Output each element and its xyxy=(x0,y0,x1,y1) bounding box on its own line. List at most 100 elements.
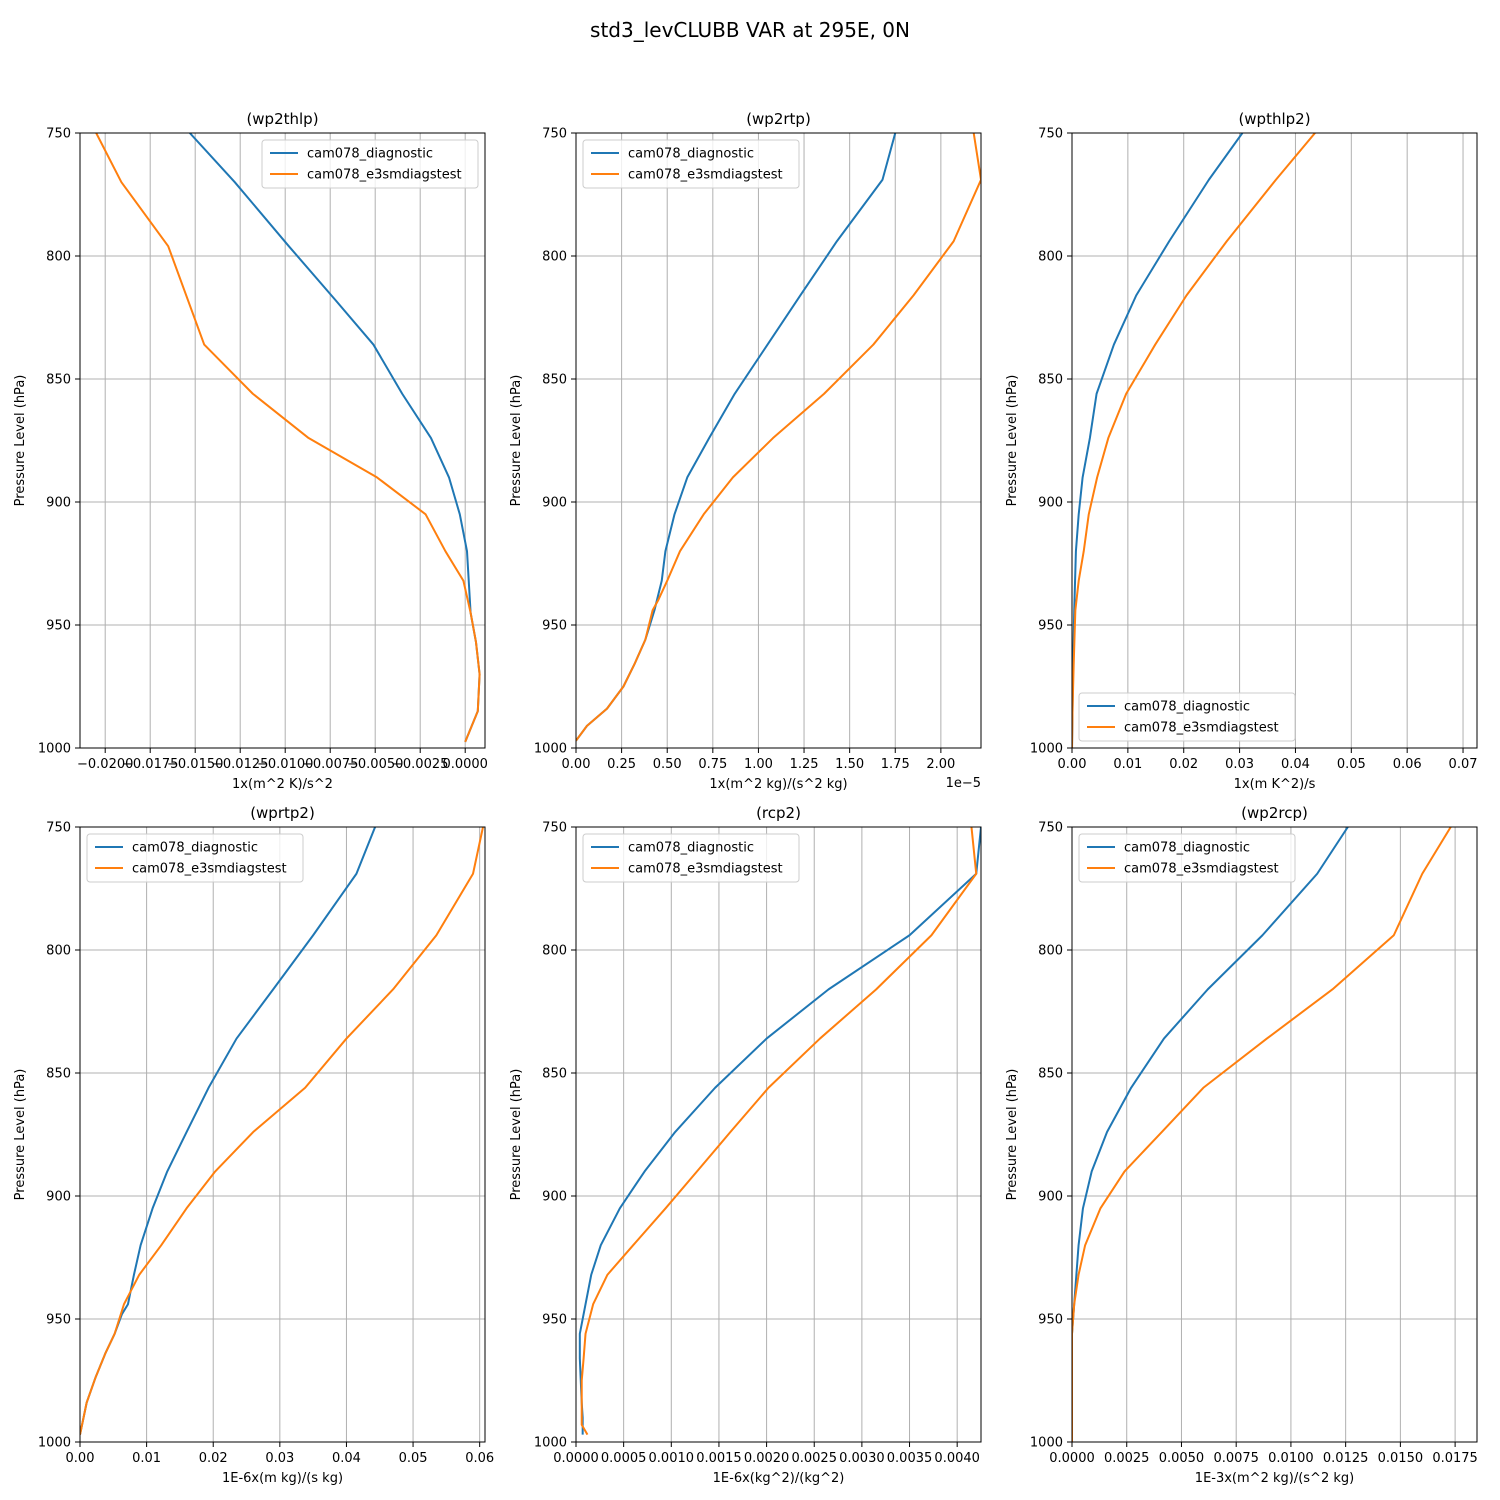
x-tick-label: 0.00 xyxy=(562,757,591,772)
x-tick-label: 0.0150 xyxy=(1378,1451,1424,1466)
x-tick-label: 0.0125 xyxy=(1323,1451,1369,1466)
legend-label: cam078_e3smdiagstest xyxy=(1124,862,1279,877)
legend: cam078_diagnostic cam078_e3smdiagstest xyxy=(1078,692,1296,742)
series-line-cam078_e3smdiagstest xyxy=(1072,827,1452,1442)
y-tick-label: 800 xyxy=(1038,250,1063,265)
x-axis-label: 1E-6x(kg^2)/(kg^2) xyxy=(713,1471,845,1486)
y-tick-label: 850 xyxy=(542,373,567,388)
plot-frame xyxy=(575,132,982,749)
legend: cam078_diagnostic cam078_e3smdiagstest xyxy=(582,139,800,189)
x-tick-label: 0.01 xyxy=(1113,757,1142,772)
chart-panel-3: 0.00 0.01 0.02 0.03 0.04 0.05 0.06 0.07 750 800 85… xyxy=(1005,110,1478,792)
plot-frame xyxy=(1071,826,1478,1443)
y-tick-label: 800 xyxy=(46,944,71,959)
x-tick-label: 0.0100 xyxy=(1268,1451,1314,1466)
x-tick-label: 0.02 xyxy=(1169,757,1198,772)
y-tick-label: 1000 xyxy=(534,742,567,757)
legend-label: cam078_diagnostic xyxy=(307,147,433,162)
y-tick-label: 900 xyxy=(1038,496,1063,511)
x-tick-label: −0.0125 xyxy=(212,757,268,772)
x-tick-label: 1.75 xyxy=(881,757,910,772)
x-tick-label: 0.25 xyxy=(607,757,636,772)
x-tick-label: 0.01 xyxy=(132,1451,161,1466)
x-tick-label: −0.0075 xyxy=(302,757,358,772)
y-tick-label: 1000 xyxy=(534,1436,567,1451)
x-tick-label: 0.0000 xyxy=(442,757,488,772)
legend-label: cam078_diagnostic xyxy=(1124,841,1250,856)
legend-label: cam078_diagnostic xyxy=(132,841,258,856)
suptitle: std3_levCLUBB VAR at 295E, 0N xyxy=(590,18,910,42)
legend: cam078_diagnostic cam078_e3smdiagstest xyxy=(86,833,304,883)
x-tick-label: 0.02 xyxy=(199,1451,228,1466)
y-tick-label: 750 xyxy=(542,821,567,836)
y-tick-label: 950 xyxy=(46,1313,71,1328)
y-tick-label: 750 xyxy=(542,127,567,142)
legend-label: cam078_e3smdiagstest xyxy=(1124,721,1279,736)
panel-title: (rcp2) xyxy=(756,804,801,822)
x-tick-label: 0.06 xyxy=(465,1451,494,1466)
y-tick-label: 850 xyxy=(46,373,71,388)
y-tick-label: 1000 xyxy=(1030,1436,1063,1451)
plot-frame xyxy=(79,826,486,1443)
legend-label: cam078_e3smdiagstest xyxy=(307,168,462,183)
series-line-cam078_e3smdiagstest xyxy=(576,133,981,742)
y-tick-label: 1000 xyxy=(1030,742,1063,757)
x-tick-label: 1.00 xyxy=(744,757,773,772)
x-tick-label: 0.50 xyxy=(653,757,682,772)
x-tick-label: −0.0175 xyxy=(122,757,178,772)
legend-box xyxy=(261,139,479,189)
chart-panel-6: 0.0000 0.0025 0.0050 0.0075 0.0100 0.0125 0.01… xyxy=(1005,804,1478,1486)
x-tick-label: −0.0150 xyxy=(167,757,223,772)
y-tick-label: 950 xyxy=(1038,619,1063,634)
x-tick-label: 0.0025 xyxy=(791,1451,837,1466)
x-axis-label: 1E-6x(m kg)/(s kg) xyxy=(222,1471,343,1486)
y-tick-label: 900 xyxy=(542,496,567,511)
legend-label: cam078_diagnostic xyxy=(628,147,754,162)
x-tick-label: 0.0050 xyxy=(1159,1451,1205,1466)
x-tick-label: −0.0200 xyxy=(77,757,133,772)
y-tick-label: 850 xyxy=(542,1067,567,1082)
x-tick-label: 0.0175 xyxy=(1432,1451,1478,1466)
y-tick-label: 800 xyxy=(46,250,71,265)
x-axis-label: 1x(m^2 kg)/(s^2 kg) xyxy=(709,777,847,792)
y-tick-label: 850 xyxy=(1038,1067,1063,1082)
panel-title: (wp2rtp) xyxy=(746,110,811,128)
y-tick-label: 750 xyxy=(1038,127,1063,142)
chart-panel-4: 0.00 0.01 0.02 0.03 0.04 0.05 0.06 750 800 850 900… xyxy=(13,804,494,1486)
y-axis-label: Pressure Level (hPa) xyxy=(509,1069,524,1201)
x-tick-label: 0.0005 xyxy=(601,1451,647,1466)
legend-label: cam078_diagnostic xyxy=(628,841,754,856)
y-tick-label: 800 xyxy=(1038,944,1063,959)
y-tick-label: 1000 xyxy=(38,1436,71,1451)
x-tick-label: 0.0030 xyxy=(839,1451,885,1466)
x-tick-label: 2.00 xyxy=(926,757,955,772)
x-tick-label: 0.0040 xyxy=(934,1451,980,1466)
x-tick-label: 0.05 xyxy=(399,1451,428,1466)
series-line-cam078_e3smdiagstest xyxy=(95,133,481,743)
x-tick-label: 0.0015 xyxy=(696,1451,742,1466)
panel-title: (wp2rcp) xyxy=(1241,804,1308,822)
y-tick-label: 950 xyxy=(542,619,567,634)
x-tick-label: 0.00 xyxy=(66,1451,95,1466)
y-axis-label: Pressure Level (hPa) xyxy=(1005,1069,1020,1201)
x-tick-label: 0.04 xyxy=(332,1451,361,1466)
x-tick-label: 0.0010 xyxy=(649,1451,695,1466)
x-tick-label: 0.00 xyxy=(1058,757,1087,772)
legend-label: cam078_e3smdiagstest xyxy=(628,862,783,877)
x-axis-label: 1x(m K^2)/s xyxy=(1234,777,1316,792)
x-tick-label: 0.07 xyxy=(1449,757,1478,772)
y-tick-label: 900 xyxy=(542,1190,567,1205)
series-line-cam078_e3smdiagstest xyxy=(1072,133,1316,748)
x-tick-label: 0.0000 xyxy=(1049,1451,1095,1466)
y-tick-label: 850 xyxy=(1038,373,1063,388)
x-tick-label: 0.06 xyxy=(1393,757,1422,772)
x-tick-label: 1.25 xyxy=(790,757,819,772)
y-axis-label: Pressure Level (hPa) xyxy=(509,375,524,507)
y-tick-label: 750 xyxy=(1038,821,1063,836)
x-tick-label: 0.04 xyxy=(1281,757,1310,772)
legend-label: cam078_e3smdiagstest xyxy=(132,862,287,877)
x-tick-label: 0.05 xyxy=(1337,757,1366,772)
y-tick-label: 900 xyxy=(46,1190,71,1205)
